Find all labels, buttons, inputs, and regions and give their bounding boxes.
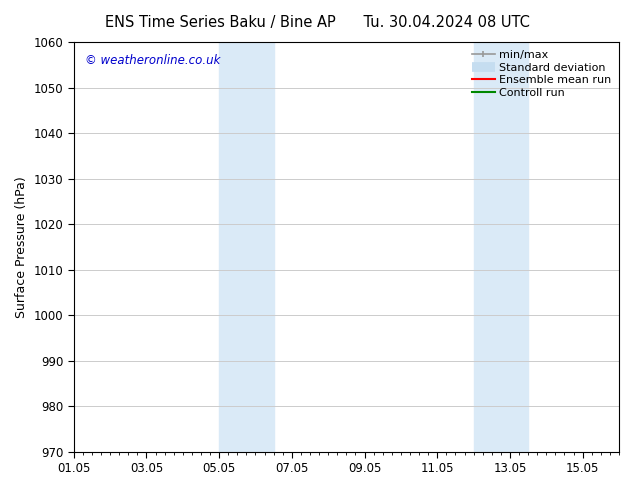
Text: ENS Time Series Baku / Bine AP      Tu. 30.04.2024 08 UTC: ENS Time Series Baku / Bine AP Tu. 30.04… <box>105 15 529 30</box>
Y-axis label: Surface Pressure (hPa): Surface Pressure (hPa) <box>15 176 28 318</box>
Legend: min/max, Standard deviation, Ensemble mean run, Controll run: min/max, Standard deviation, Ensemble me… <box>470 48 614 100</box>
Text: © weatheronline.co.uk: © weatheronline.co.uk <box>84 54 220 67</box>
Bar <box>474 42 528 452</box>
Bar <box>219 42 274 452</box>
